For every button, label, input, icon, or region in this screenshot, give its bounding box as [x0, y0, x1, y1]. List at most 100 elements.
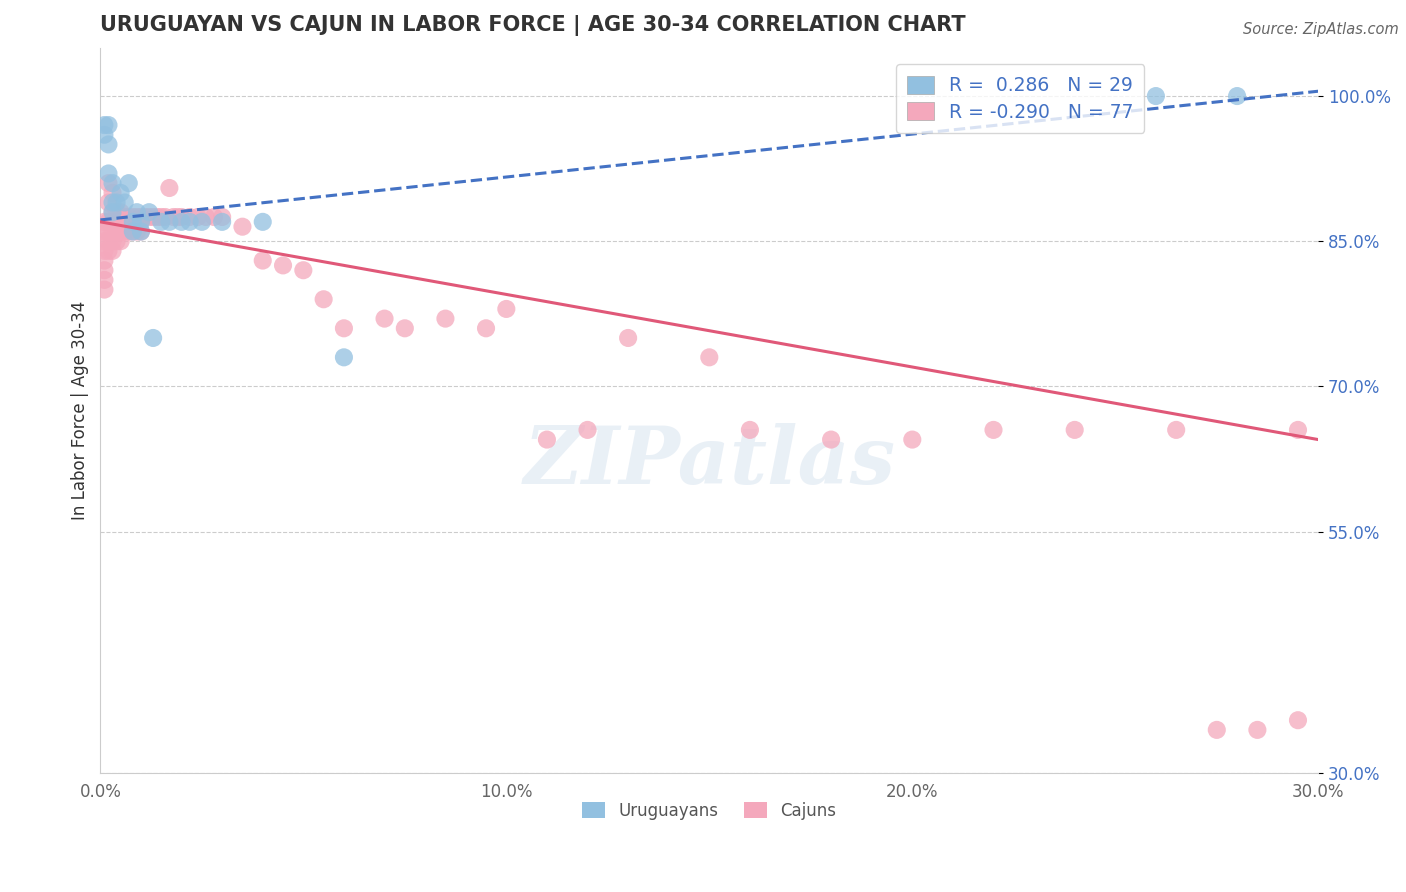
Point: [105, 225, 128, 239]
Point: [1286, 423, 1309, 437]
Point: [211, 210, 233, 224]
Point: [576, 423, 599, 437]
Point: [101, 186, 124, 200]
Point: [97, 166, 120, 180]
Point: [495, 301, 517, 316]
Point: [97, 215, 120, 229]
Point: [129, 225, 152, 239]
Point: [394, 321, 416, 335]
Point: [93, 263, 115, 277]
Point: [129, 215, 152, 229]
Point: [93, 215, 115, 229]
Point: [333, 321, 356, 335]
Point: [150, 210, 173, 224]
Point: [1205, 723, 1227, 737]
Point: [93, 234, 115, 248]
Point: [97, 118, 120, 132]
Point: [97, 234, 120, 248]
Point: [312, 292, 335, 306]
Point: [125, 225, 148, 239]
Point: [170, 215, 193, 229]
Point: [162, 210, 184, 224]
Point: [166, 210, 188, 224]
Text: URUGUAYAN VS CAJUN IN LABOR FORCE | AGE 30-34 CORRELATION CHART: URUGUAYAN VS CAJUN IN LABOR FORCE | AGE …: [100, 15, 966, 36]
Point: [93, 225, 115, 239]
Point: [105, 205, 128, 219]
Point: [187, 210, 209, 224]
Point: [1286, 713, 1309, 727]
Point: [1166, 423, 1188, 437]
Point: [211, 215, 233, 229]
Point: [617, 331, 640, 345]
Point: [110, 186, 132, 200]
Point: [101, 234, 124, 248]
Point: [97, 244, 120, 258]
Point: [101, 205, 124, 219]
Point: [1063, 423, 1085, 437]
Point: [1246, 723, 1268, 737]
Point: [93, 118, 115, 132]
Point: [125, 210, 148, 224]
Point: [475, 321, 498, 335]
Point: [101, 176, 124, 190]
Point: [179, 210, 201, 224]
Point: [105, 215, 128, 229]
Point: [110, 205, 132, 219]
Point: [105, 195, 128, 210]
Point: [118, 225, 141, 239]
Point: [101, 215, 124, 229]
Point: [138, 210, 160, 224]
Point: [434, 311, 457, 326]
Point: [1144, 89, 1167, 103]
Legend: Uruguayans, Cajuns: Uruguayans, Cajuns: [575, 796, 844, 827]
Point: [252, 215, 274, 229]
Point: [118, 210, 141, 224]
Point: [121, 215, 143, 229]
Point: [110, 225, 132, 239]
Point: [142, 331, 165, 345]
Point: [121, 225, 143, 239]
Point: [125, 205, 148, 219]
Point: [114, 225, 136, 239]
Point: [373, 311, 395, 326]
Point: [129, 225, 152, 239]
Point: [333, 351, 356, 365]
Point: [820, 433, 842, 447]
Point: [118, 176, 141, 190]
Point: [97, 176, 120, 190]
Point: [97, 195, 120, 210]
Point: [292, 263, 315, 277]
Point: [101, 195, 124, 210]
Point: [101, 225, 124, 239]
Point: [170, 210, 193, 224]
Point: [93, 273, 115, 287]
Point: [93, 244, 115, 258]
Point: [93, 283, 115, 297]
Point: [129, 210, 152, 224]
Point: [121, 225, 143, 239]
Point: [157, 181, 180, 195]
Point: [157, 215, 180, 229]
Point: [138, 205, 160, 219]
Point: [179, 215, 201, 229]
Point: [93, 253, 115, 268]
Point: [252, 253, 274, 268]
Point: [110, 234, 132, 248]
Point: [97, 137, 120, 152]
Point: [105, 234, 128, 248]
Point: [697, 351, 720, 365]
Point: [142, 210, 165, 224]
Point: [114, 195, 136, 210]
Point: [114, 210, 136, 224]
Point: [134, 210, 156, 224]
Point: [101, 244, 124, 258]
Point: [194, 210, 217, 224]
Point: [536, 433, 558, 447]
Text: ZIPatlas: ZIPatlas: [523, 423, 896, 500]
Point: [271, 259, 294, 273]
Point: [150, 215, 173, 229]
Point: [1226, 89, 1249, 103]
Point: [155, 210, 177, 224]
Text: Source: ZipAtlas.com: Source: ZipAtlas.com: [1243, 22, 1399, 37]
Point: [93, 128, 115, 142]
